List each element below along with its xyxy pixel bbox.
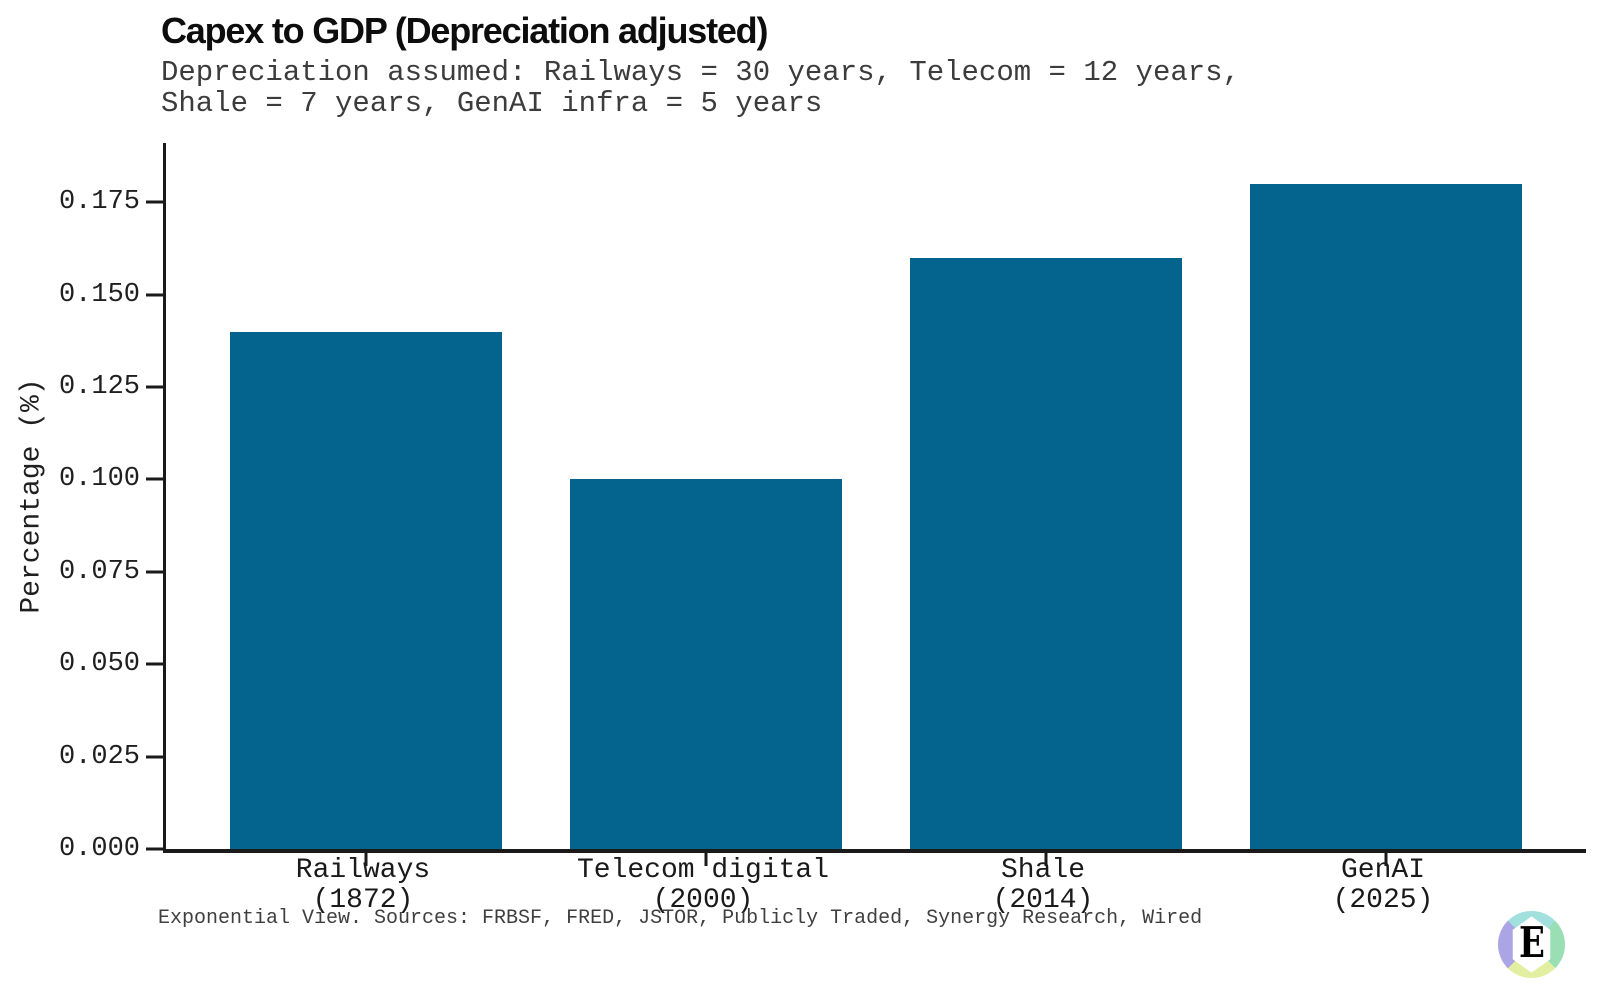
x-tick-label: Shale (2014)	[992, 855, 1094, 916]
logo-kite-shape	[1512, 916, 1551, 973]
x-tick-label: Telecom digital (2000)	[576, 855, 830, 916]
y-tick	[146, 662, 163, 666]
bar-slot	[1216, 143, 1556, 866]
x-tick-label: GenAI (2025)	[1332, 855, 1434, 916]
bar-shale	[910, 257, 1182, 849]
bar-slot	[876, 143, 1216, 866]
x-tick	[1044, 853, 1048, 866]
bar-telecom-digital	[570, 479, 842, 849]
x-tick	[364, 853, 368, 866]
x-axis-labels: Railways (1872) Telecom digital (2000) Sha…	[163, 856, 1583, 916]
source-attribution: Exponential View. Sources: FRBSF, FRED, …	[158, 907, 1203, 930]
bar-genai	[1250, 183, 1522, 849]
y-axis-title: Percentage (%)	[16, 378, 48, 614]
x-tick	[1384, 853, 1388, 866]
y-tick	[146, 293, 163, 297]
y-tick	[146, 200, 163, 204]
chart-subtitle: Depreciation assumed: Railways = 30 year…	[161, 56, 1240, 120]
y-tick	[146, 570, 163, 574]
x-tick-label: Railways (1872)	[295, 855, 431, 916]
bars-row	[166, 143, 1586, 866]
chart-title: Capex to GDP (Depreciation adjusted)	[161, 10, 768, 51]
plot-area: 0.000 0.025 0.050 0.075 0.100 0.125 0.150 0.175	[59, 143, 1586, 866]
bar-railways	[230, 331, 502, 849]
y-tick	[146, 847, 163, 851]
y-tick	[146, 385, 163, 389]
x-tick	[704, 853, 708, 866]
bar-slot	[536, 143, 876, 866]
y-tick	[146, 477, 163, 481]
y-tick	[146, 755, 163, 759]
bar-slot	[196, 143, 536, 866]
exponential-view-logo-icon: E	[1498, 911, 1565, 978]
logo-letter: E	[1518, 917, 1545, 968]
